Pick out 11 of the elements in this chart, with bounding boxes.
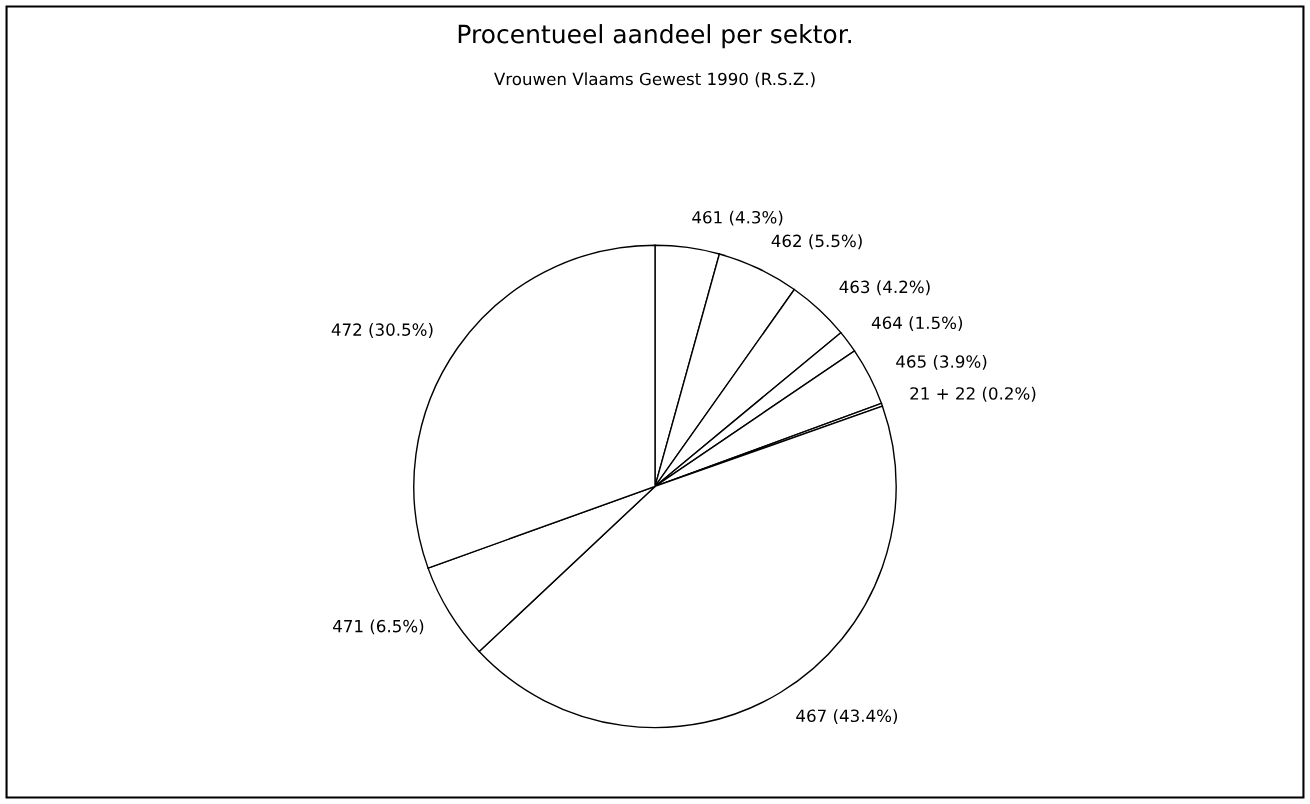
slice-label: 472 (30.5%)	[331, 323, 433, 338]
slice-label: 462 (5.5%)	[771, 234, 862, 250]
slice-label: 464 (1.5%)	[871, 316, 963, 332]
slice-label: 467 (43.4%)	[796, 709, 898, 724]
slice-label: 463 (4.2%)	[839, 280, 930, 296]
slice-label: 465 (3.9%)	[896, 354, 987, 370]
slice-label: 21 + 22 (0.2%)	[910, 386, 1036, 402]
chart-title: Procentueel aandeel per sektor.	[458, 24, 851, 49]
chart-subtitle: Vrouwen Vlaams Gewest 1990 (R.S.Z.)	[494, 72, 815, 88]
slice-label: 471 (6.5%)	[333, 619, 424, 635]
slice-label: 461 (4.3%)	[692, 210, 783, 226]
